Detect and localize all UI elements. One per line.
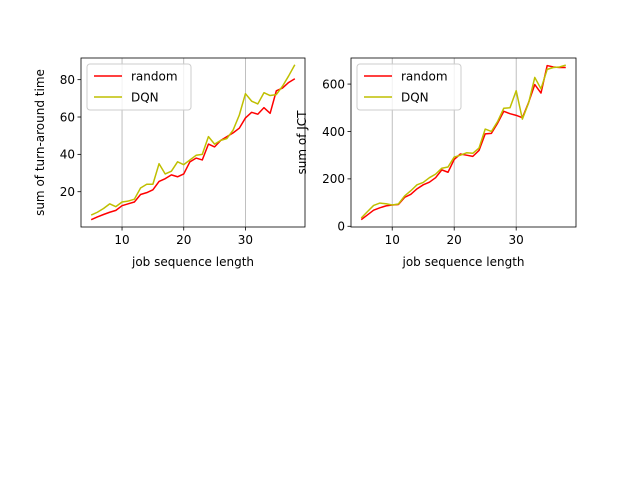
y-tick-label: 600 <box>322 77 345 91</box>
y-tick-label: 400 <box>322 125 345 139</box>
ticks: 10 20 30 0 200 400 600 <box>322 77 524 247</box>
y-tick-label: 20 <box>60 185 75 199</box>
y-tick-label: 0 <box>337 220 345 234</box>
x-tick-label: 20 <box>176 233 191 247</box>
legend-label-dqn: DQN <box>401 90 429 104</box>
y-axis-label: sum of turn-around time <box>33 69 47 216</box>
plot-frame <box>80 57 306 228</box>
y-tick-label: 200 <box>322 172 345 186</box>
y-tick-label: 60 <box>60 110 75 124</box>
y-tick-label: 40 <box>60 148 75 162</box>
x-tick-label: 10 <box>385 233 400 247</box>
legend: random DQN <box>356 63 462 111</box>
legend-label-random: random <box>131 69 178 83</box>
turnaround-time-chart: 10 20 30 20 40 60 80 job sequence length sum o… <box>33 57 306 269</box>
x-tick-label: 10 <box>114 233 129 247</box>
series-line-dqn <box>90 64 296 216</box>
x-tick-label: 20 <box>447 233 462 247</box>
y-axis-label: sum of JCT <box>295 110 309 175</box>
series-line-dqn <box>360 64 566 219</box>
x-axis-label: job sequence length <box>402 255 525 269</box>
x-tick-label: 30 <box>509 233 524 247</box>
jct-chart: 10 20 30 0 200 400 600 job sequence length sum… <box>295 57 577 269</box>
y-tick-label: 80 <box>60 73 75 87</box>
legend-label-dqn: DQN <box>131 90 159 104</box>
series-line-random <box>90 78 296 221</box>
series-lines <box>90 64 296 221</box>
x-tick-label: 30 <box>238 233 253 247</box>
x-axis-label: job sequence length <box>131 255 254 269</box>
legend: random DQN <box>86 63 192 111</box>
legend-label-random: random <box>401 69 448 83</box>
plot-frame <box>350 57 577 228</box>
series-lines <box>360 64 566 221</box>
ticks: 10 20 30 20 40 60 80 <box>60 73 253 247</box>
